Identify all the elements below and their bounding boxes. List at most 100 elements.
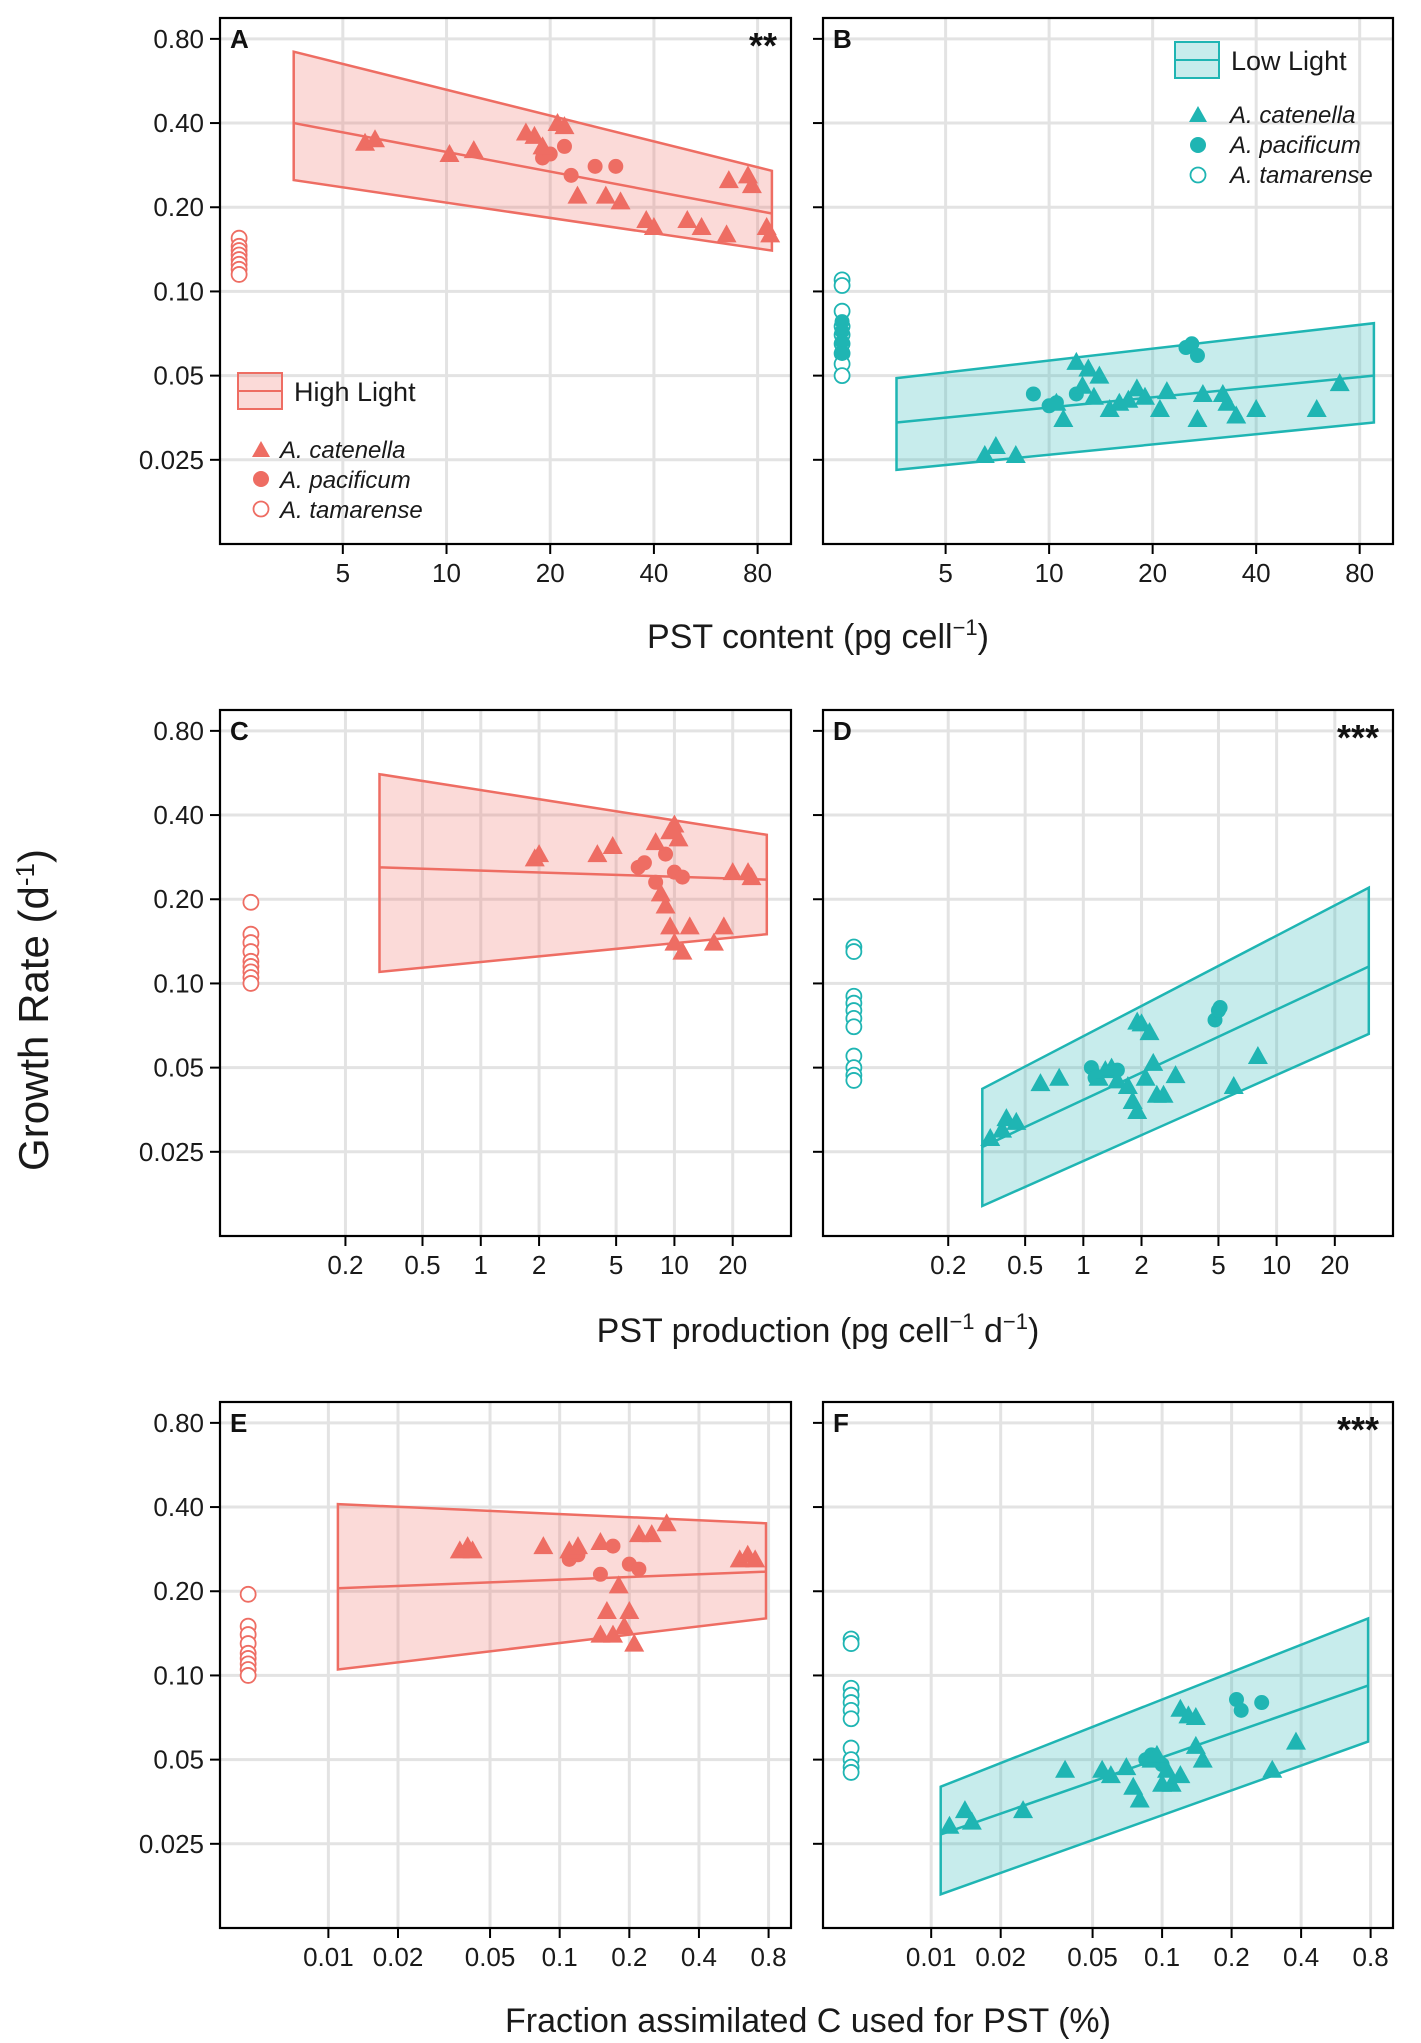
panel-d-catenella-point-16	[1139, 1022, 1160, 1041]
legend-low-tamarense: A. tamarense	[1228, 162, 1373, 189]
panel-d-pacificum-point-5	[1212, 1000, 1228, 1016]
panel-c-catenella-point-12	[672, 941, 693, 960]
panel-b-catenella-point-4	[1053, 408, 1074, 427]
panel-c-xtick-label-6: 20	[718, 1250, 747, 1280]
row2-xlabel-end: )	[1028, 1312, 1039, 1350]
panel-b-frame	[821, 16, 1395, 546]
panel-a-xtick-label-3: 40	[639, 558, 668, 588]
legend-low-title: Low Light	[1231, 46, 1347, 76]
panel-c: 0.2 0.5 1 2 5 10 20 0.025 0.05 0.10 0.20 0.40 0.80 C	[139, 708, 793, 1280]
panel-c-catenella-point-10	[660, 916, 681, 935]
panel-f-pacificum-point-5	[1254, 1695, 1270, 1711]
panel-a-ytick-label-1: 0.05	[153, 361, 204, 391]
panel-a-significance: **	[749, 25, 777, 66]
panel-d-catenella-point-17	[1143, 1052, 1164, 1071]
panel-f-tamarense-point-1	[842, 1635, 860, 1652]
panel-f-catenella-point-22	[1285, 1731, 1306, 1750]
panel-b-catenella-point-15	[1149, 398, 1170, 417]
panel-f-catenella-point-11	[1146, 1744, 1167, 1763]
panel-b-catenella-point-21	[1226, 405, 1247, 424]
panel-a-ytick-label-0: 0.025	[139, 445, 204, 475]
panel-d-ci-band	[981, 885, 1371, 1208]
panel-e-pacificum-point-2	[592, 1566, 608, 1582]
panel-c-pacificum-point-1	[636, 855, 652, 871]
panel-e-xtick-label-6: 0.8	[751, 1942, 787, 1972]
panel-b-xtick-label-2: 20	[1138, 558, 1167, 588]
y-axis-label: Growth Rate (d-1)	[10, 849, 57, 1171]
panel-d-xtick-label-5: 10	[1262, 1250, 1291, 1280]
panel-c-catenella-point-15	[713, 916, 734, 935]
panel-f-xtick-label-5: 0.4	[1283, 1942, 1319, 1972]
y-axis-label-sup: -1	[10, 863, 40, 886]
panel-e-catenella-point-7	[590, 1624, 611, 1643]
panel-c-catenella-point-4	[645, 832, 666, 851]
panel-e-ytick-label-4: 0.40	[153, 1492, 204, 1522]
panel-b-catenella-point-14	[1134, 386, 1155, 405]
panel-c-catenella-point-14	[703, 932, 724, 951]
panel-d-xtick-label-1: 0.5	[1007, 1250, 1043, 1280]
panel-e-catenella-point-13	[624, 1633, 645, 1652]
panel-b-catenella-point-16	[1156, 381, 1177, 400]
panel-c-tamarense-point-0	[242, 893, 260, 911]
panel-b-catenella-point-17	[1187, 408, 1208, 427]
panel-e-tamarense-point-8	[239, 1667, 257, 1684]
panel-b-ci-band	[895, 321, 1376, 472]
panel-e-xtick-label-3: 0.1	[542, 1942, 578, 1972]
panel-a-catenella-point-11	[610, 191, 631, 210]
panel-e-ytick-label-5: 0.80	[153, 1408, 204, 1438]
legend-high-pacificum: A. pacificum	[278, 467, 411, 494]
panel-a-catenella-point-1	[365, 129, 386, 148]
panel-b-catenella-point-13	[1126, 378, 1147, 397]
panel-f-catenella-point-20	[1192, 1749, 1213, 1768]
panel-b-catenella-point-24	[1329, 373, 1350, 392]
panel-b-xtick-label-0: 5	[938, 558, 952, 588]
legend-high-title: High Light	[294, 377, 416, 407]
panel-c-xtick-label-4: 5	[609, 1250, 623, 1280]
panel-c-catenella-point-6	[655, 895, 676, 914]
panel-c-catenella-point-2	[587, 844, 608, 863]
panel-a-catenella-point-13	[643, 216, 664, 235]
panel-d-tamarense-point-1	[845, 943, 863, 960]
panel-b-pacificum-point-5	[1184, 336, 1200, 352]
panel-d-catenella-point-15	[1135, 1067, 1156, 1086]
y-axis-label-text: Growth Rate (d	[10, 886, 57, 1171]
panel-d-catenella-point-20	[1165, 1065, 1186, 1084]
panel-c-tamarense-point-8	[242, 975, 260, 992]
panel-e-label: E	[230, 1408, 247, 1438]
panel-f-xtick-label-3: 0.1	[1144, 1942, 1180, 1972]
panel-b-catenella-point-9	[1089, 365, 1110, 384]
panel-c-frame	[218, 708, 793, 1238]
panel-e-catenella-point-5	[568, 1536, 589, 1555]
panel-c-catenella-point-16	[722, 862, 743, 881]
panel-d-catenella-point-3	[1006, 1111, 1027, 1130]
legend-low-catenella: A. catenella	[1228, 102, 1355, 129]
panel-e-fit-line	[337, 1570, 767, 1590]
panel-e-ytick-label-2: 0.10	[153, 1660, 204, 1690]
panel-c-catenella-point-8	[664, 814, 685, 833]
panel-a-catenella-point-10	[595, 185, 616, 204]
panel-f-catenella-point-0	[939, 1815, 960, 1834]
panel-a-catenella-point-8	[554, 116, 575, 135]
panel-b-pacificum-zero-point-3	[834, 345, 850, 361]
panel-a: 5 10 20 40 80 0.025 0.05 0.10 0.20 0.40 0.80 A **	[139, 16, 793, 588]
panel-c-xtick-label-0: 0.2	[327, 1250, 363, 1280]
panel-a-frame	[218, 16, 793, 546]
panel-d-catenella-point-19	[1153, 1084, 1174, 1103]
panel-c-catenella-point-9	[668, 828, 689, 847]
panel-d: 0.2 0.5 1 2 5 10 20 D ***	[813, 708, 1395, 1280]
panel-a-label: A	[230, 24, 249, 54]
panel-e-xtick-label-2: 0.05	[465, 1942, 516, 1972]
panel-b-catenella-point-0	[974, 445, 995, 464]
legend-high-catenella: A. catenella	[278, 437, 405, 464]
legend-low-tamarense-marker	[1189, 166, 1207, 184]
panel-b-catenella-point-3	[1046, 392, 1067, 411]
panel-f-xtick-label-2: 0.05	[1067, 1942, 1118, 1972]
panel-a-ytick-label-4: 0.40	[153, 108, 204, 138]
panel-b-tamarense-point-1	[833, 277, 851, 294]
panel-c-fit-line	[379, 866, 767, 881]
panel-b-catenella-point-1	[985, 436, 1006, 455]
panel-e-xtick-label-0: 0.01	[303, 1942, 354, 1972]
panel-f-catenella-point-4	[1055, 1759, 1076, 1778]
panel-a-catenella-point-15	[691, 216, 712, 235]
